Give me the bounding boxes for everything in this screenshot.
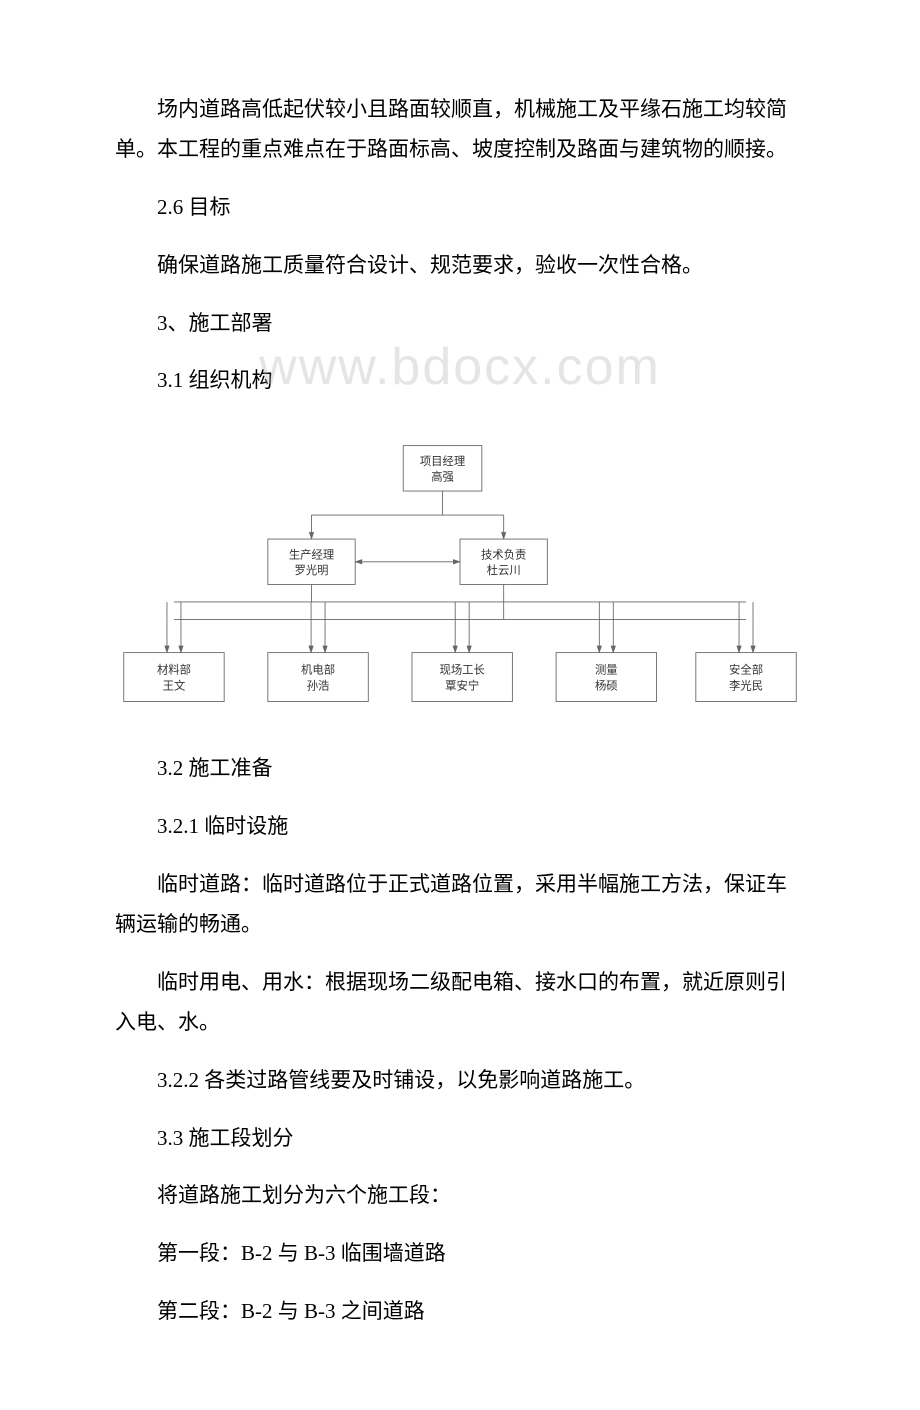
heading-3: 3、施工部署 [115, 304, 805, 344]
svg-text:杨硕: 杨硕 [595, 679, 618, 693]
heading-3-2-2: 3.2.2 各类过路管线要及时铺设，以免影响道路施工。 [115, 1061, 805, 1101]
svg-text:覃安宁: 覃安宁 [445, 679, 479, 693]
svg-text:罗光明: 罗光明 [295, 563, 329, 577]
svg-text:孙浩: 孙浩 [307, 680, 330, 693]
svg-text:高强: 高强 [431, 470, 454, 484]
paragraph-goal: 确保道路施工质量符合设计、规范要求，验收一次性合格。 [115, 246, 805, 286]
paragraph-intro: 场内道路高低起伏较小且路面较顺直，机械施工及平缘石施工均较简单。本工程的重点难点… [115, 90, 805, 170]
svg-text:现场工长: 现场工长 [439, 663, 484, 677]
paragraph-segments: 将道路施工划分为六个施工段： [115, 1176, 805, 1216]
heading-3-3: 3.3 施工段划分 [115, 1119, 805, 1159]
paragraph-temp-road: 临时道路：临时道路位于正式道路位置，采用半幅施工方法，保证车辆运输的畅通。 [115, 865, 805, 945]
paragraph-temp-power: 临时用电、用水：根据现场二级配电箱、接水口的布置，就近原则引入电、水。 [115, 963, 805, 1043]
svg-text:测量: 测量 [595, 664, 618, 677]
page-container: 场内道路高低起伏较小且路面较顺直，机械施工及平缘石施工均较简单。本工程的重点难点… [115, 90, 805, 1332]
svg-text:李光民: 李光民 [729, 679, 763, 693]
org-chart-wrapper: 项目经理高强生产经理罗光明 技术负责杜云川材料部王文 机电部孙浩 现场工长覃安宁 测量杨… [115, 419, 805, 729]
paragraph-seg1: 第一段：B-2 与 B-3 临围墙道路 [115, 1234, 805, 1274]
heading-3-2-1: 3.2.1 临时设施 [115, 807, 805, 847]
svg-text:机电部: 机电部 [301, 663, 335, 677]
svg-text:王文: 王文 [163, 679, 186, 693]
heading-3-2: 3.2 施工准备 [115, 749, 805, 789]
svg-text:材料部: 材料部 [157, 663, 191, 677]
org-chart: 项目经理高强生产经理罗光明 技术负责杜云川材料部王文 机电部孙浩 现场工长覃安宁 测量杨… [115, 419, 805, 729]
heading-2-6: 2.6 目标 [115, 188, 805, 228]
svg-text:杜云川: 杜云川 [487, 563, 521, 577]
svg-text:生产经理: 生产经理 [289, 548, 334, 562]
heading-3-1: 3.1 组织机构 [115, 361, 805, 401]
svg-text:安全部: 安全部 [729, 663, 763, 677]
svg-text:技术负责: 技术负责 [481, 548, 526, 562]
svg-text:项目经理: 项目经理 [420, 455, 465, 468]
paragraph-seg2: 第二段：B-2 与 B-3 之间道路 [115, 1292, 805, 1332]
